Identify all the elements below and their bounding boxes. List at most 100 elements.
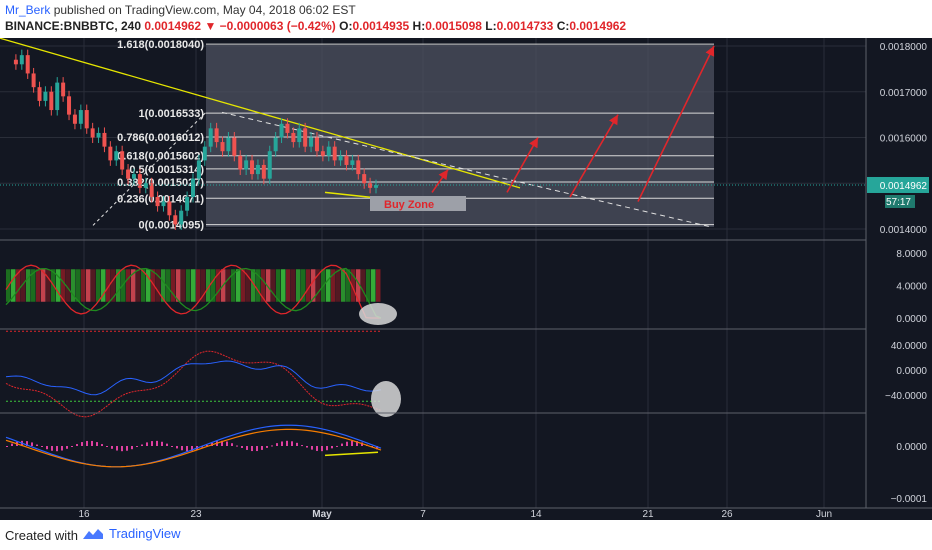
candle-body: [250, 160, 255, 175]
highlight-circle: [371, 381, 401, 417]
candle-body: [303, 128, 308, 147]
candle-body: [114, 151, 119, 161]
macd-histogram-bar: [241, 446, 243, 448]
heat-bar: [36, 269, 41, 302]
candle-body: [67, 96, 72, 115]
heat-bar: [171, 269, 176, 302]
candle-body: [196, 160, 201, 179]
buy-zone-label: Buy Zone: [384, 199, 434, 211]
macd-histogram-bar: [131, 446, 133, 450]
heat-bar: [361, 269, 366, 302]
heat-bar: [111, 269, 116, 302]
candle-body: [374, 185, 378, 188]
heat-bar: [236, 269, 241, 302]
time-axis[interactable]: 16 23 May 7 14 21 26 Jun: [0, 507, 932, 520]
time-tick-label: 16: [78, 509, 90, 520]
heat-bar: [156, 269, 161, 302]
price-tick-label: 0.0016000: [880, 134, 928, 145]
macd-histogram-bar: [311, 446, 313, 450]
heat-bar: [331, 269, 336, 302]
macd-histogram-bar: [171, 446, 173, 447]
heat-bar: [166, 269, 171, 302]
heat-bar: [186, 269, 191, 302]
heat-bar: [211, 269, 216, 302]
macd-histogram-bar: [226, 441, 228, 446]
indicator-pane-3: [5, 424, 382, 468]
author-link[interactable]: Mr_Berk: [5, 3, 51, 17]
candle-body: [37, 87, 42, 101]
heat-bar: [311, 269, 316, 302]
heat-bar: [96, 269, 101, 302]
chart-area[interactable]: 1.618(0.0018040) 1(0.0016533) 0.786(0.0016…: [0, 37, 932, 520]
macd-histogram-bar: [51, 446, 53, 451]
indicator2-signal-line: [5, 360, 382, 396]
heat-bar: [286, 269, 291, 302]
macd-histogram-bar: [376, 446, 378, 450]
macd-histogram-bar: [146, 442, 148, 446]
macd-histogram-bar: [166, 443, 168, 446]
close-value: 0.0014962: [569, 19, 627, 33]
macd-histogram-bar: [66, 446, 68, 449]
macd-histogram-bar: [91, 440, 93, 446]
candle-body: [350, 160, 355, 165]
candle-body: [43, 91, 48, 101]
fib-base-line: [92, 111, 207, 226]
heat-bar: [61, 269, 66, 302]
buy-zone-box[interactable]: [370, 196, 466, 211]
heat-bar: [91, 269, 96, 302]
buy-zone-annotation[interactable]: Buy Zone: [370, 196, 466, 211]
candle-body: [338, 155, 343, 161]
price-tick-label: 0.0017000: [880, 88, 928, 99]
macd-histogram-bar: [291, 441, 293, 446]
pane-separators[interactable]: [0, 239, 932, 414]
heat-bar: [46, 269, 51, 302]
last-price: 0.0014962: [144, 19, 202, 33]
macd-histogram-bar: [326, 446, 328, 451]
chart-canvas[interactable]: 1.618(0.0018040) 1(0.0016533) 0.786(0.0016…: [0, 37, 932, 520]
fib-label: 1(0.0016533): [139, 108, 205, 120]
candle-body: [220, 142, 225, 152]
descending-trendline: [0, 37, 521, 189]
heat-bar: [291, 269, 296, 302]
macd-histogram-bar: [106, 446, 108, 447]
macd-histogram-bar: [46, 446, 48, 450]
candle-body: [108, 146, 113, 161]
macd-histogram-bar: [156, 440, 158, 446]
heat-bar: [181, 269, 186, 302]
fib-label: 0(0.0014095): [139, 220, 205, 232]
macd-histogram-bar: [121, 446, 123, 452]
macd-histogram-bar: [301, 445, 303, 447]
macd-histogram-bar: [36, 444, 38, 446]
projection-arrow: [506, 137, 539, 193]
fib-label: 0.786(0.0016012): [117, 132, 204, 144]
low-value: 0.0014733: [496, 19, 554, 33]
heat-bar: [81, 269, 86, 302]
fib-levels[interactable]: 1.618(0.0018040) 1(0.0016533) 0.786(0.0016…: [117, 39, 714, 232]
time-tick-label: 26: [721, 509, 733, 520]
projection-arrows[interactable]: [431, 45, 715, 202]
macd-histogram-bar: [181, 446, 183, 451]
tradingview-logo-icon: [83, 528, 103, 539]
heat-bar: [196, 269, 201, 302]
macd-histogram-bar: [126, 446, 128, 451]
candle-body: [185, 196, 190, 211]
candle-body: [267, 151, 272, 179]
macd-histogram-bar: [316, 446, 318, 451]
tradingview-brand[interactable]: TradingView: [82, 526, 181, 541]
price-axis[interactable]: 0.00180000.00170000.00160000.00150000.00…: [0, 38, 932, 508]
candle-body: [214, 128, 219, 143]
support-line: [324, 191, 377, 199]
macd-histogram-bar: [246, 446, 248, 450]
macd-histogram-bar: [71, 446, 73, 447]
macd-signal-line: [5, 428, 382, 468]
heat-bar: [356, 269, 361, 302]
indicator1-tick-label: 4.0000: [896, 282, 927, 293]
candle-body: [285, 123, 290, 133]
macd-histogram-bar: [236, 445, 238, 447]
candle-body: [362, 174, 367, 184]
candle-body: [179, 210, 184, 225]
low-label: L:: [485, 19, 497, 33]
candle-body: [149, 183, 154, 197]
heat-bar: [206, 269, 211, 302]
heat-bar: [141, 269, 146, 302]
